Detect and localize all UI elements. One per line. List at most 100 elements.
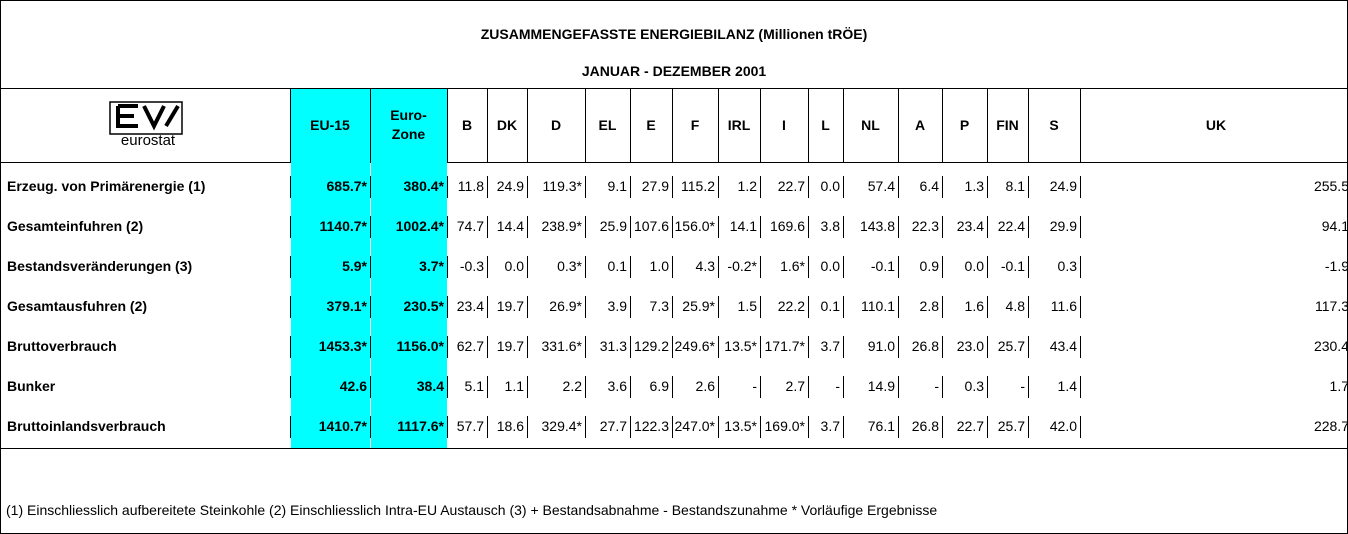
cell: 22.7 <box>956 418 984 434</box>
cell: 2.2 <box>562 378 582 394</box>
column-divider <box>1028 88 1029 162</box>
cell-border <box>447 416 448 438</box>
cell-border <box>630 416 631 438</box>
cell: 156.0* <box>674 218 715 234</box>
cell-border <box>585 296 586 318</box>
highlight-column <box>291 89 370 448</box>
cell: 1002.4* <box>395 218 444 234</box>
row-label: Bestandsveränderungen (3) <box>7 258 193 274</box>
cell-border <box>447 256 448 278</box>
cell-border <box>1080 216 1081 238</box>
cell-border <box>447 296 448 318</box>
cell: 7.3 <box>649 298 669 314</box>
cell-border <box>630 256 631 278</box>
rule <box>0 448 1348 449</box>
cell-border <box>1028 256 1029 278</box>
cell-border <box>942 256 943 278</box>
cell: 27.9 <box>641 178 669 194</box>
cell-border <box>898 176 899 198</box>
logo-mark <box>109 101 183 135</box>
cell-border <box>370 256 371 278</box>
cell-border <box>843 216 844 238</box>
column-divider <box>527 88 528 162</box>
cell: 1.6* <box>780 258 805 274</box>
cell: 57.7 <box>456 418 484 434</box>
cell-border <box>808 176 809 198</box>
cell-border <box>1028 336 1029 358</box>
column-header: FIN <box>996 116 1019 133</box>
cell-border <box>987 216 988 238</box>
cell-border <box>527 336 528 358</box>
cell: 76.1 <box>867 418 895 434</box>
cell-border <box>630 216 631 238</box>
cell: 1453.3* <box>318 338 367 354</box>
cell: 0.0 <box>820 258 840 274</box>
cell-border <box>630 296 631 318</box>
cell-border <box>843 376 844 398</box>
cell-border <box>370 296 371 318</box>
cell-border <box>843 256 844 278</box>
column-header: D <box>550 116 562 133</box>
cell: 1117.6* <box>397 418 444 434</box>
cell-border <box>370 416 371 438</box>
cell-border <box>843 176 844 198</box>
cell-border <box>672 336 673 358</box>
cell: 42.6 <box>339 378 367 394</box>
cell: 0.0 <box>504 258 524 274</box>
cell-border <box>290 176 291 198</box>
row-label: Bruttoverbrauch <box>7 338 117 354</box>
cell-border <box>718 416 719 438</box>
cell: 57.4 <box>867 178 895 194</box>
cell-border <box>942 376 943 398</box>
cell: 38.4 <box>416 378 444 394</box>
cell-border <box>808 376 809 398</box>
column-header: NL <box>861 116 880 133</box>
cell: 249.6* <box>674 338 715 354</box>
logo-text: eurostat <box>120 132 176 149</box>
cell-border <box>370 376 371 398</box>
column-header: DK <box>496 116 518 133</box>
cell-border <box>672 416 673 438</box>
column-divider <box>760 88 761 162</box>
column-divider <box>447 88 448 162</box>
cell-border <box>843 336 844 358</box>
cell-border <box>942 216 943 238</box>
cell: 2.8 <box>919 298 939 314</box>
cell: 0.0 <box>964 258 984 274</box>
cell-border <box>808 416 809 438</box>
cell: 14.9 <box>867 378 895 394</box>
cell-border <box>487 216 488 238</box>
cell: 107.6 <box>633 218 669 234</box>
cell-border <box>987 176 988 198</box>
cell: 8.1 <box>1005 178 1025 194</box>
cell-border <box>987 296 988 318</box>
cell-border <box>630 336 631 358</box>
cell: 91.0 <box>867 338 895 354</box>
cell-border <box>672 296 673 318</box>
cell: 1.2 <box>737 178 757 194</box>
cell: 0.9 <box>919 258 939 274</box>
cell: 1.0 <box>649 258 669 274</box>
cell-border <box>718 256 719 278</box>
cell: 2.6 <box>695 378 715 394</box>
cell: 23.4 <box>956 218 984 234</box>
cell-border <box>808 296 809 318</box>
cell-border <box>630 176 631 198</box>
cell: 19.7 <box>496 298 524 314</box>
cell-border <box>843 296 844 318</box>
cell-border <box>527 416 528 438</box>
cell-border <box>672 176 673 198</box>
cell-border <box>290 336 291 358</box>
column-divider <box>942 88 943 162</box>
cell: 9.1 <box>607 178 627 194</box>
cell: 1140.7* <box>319 218 368 234</box>
cell: - <box>1020 378 1025 394</box>
cell: 230.5* <box>403 298 444 314</box>
cell-border <box>487 376 488 398</box>
cell: 31.3 <box>599 338 627 354</box>
cell: -0.1 <box>870 258 895 274</box>
rule <box>0 88 1348 89</box>
column-header: IRL <box>727 116 751 133</box>
cell: 0.1 <box>607 258 627 274</box>
footnote: (1) Einschliesslich aufbereitete Steinko… <box>6 502 938 518</box>
